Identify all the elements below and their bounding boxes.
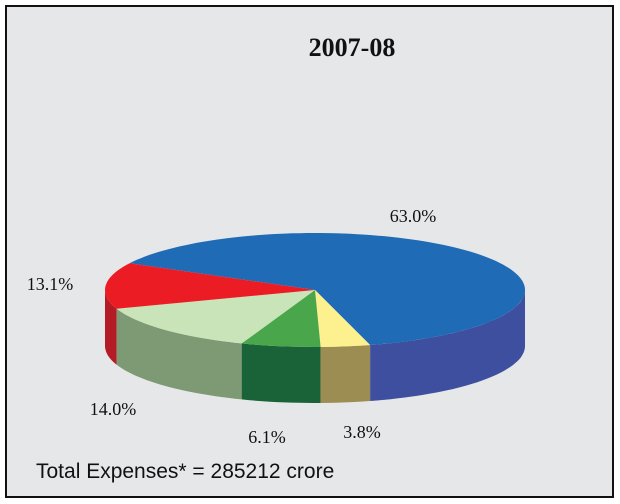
data-label: 6.1% — [248, 427, 286, 447]
slice-side — [241, 343, 321, 403]
slice-side — [320, 345, 371, 403]
data-label: 13.1% — [27, 274, 74, 294]
slice-side — [105, 290, 117, 365]
slice-side — [116, 308, 242, 400]
footnote: Total Expenses* = 285212 crore — [36, 460, 334, 483]
slice — [116, 290, 315, 344]
data-label: 63.0% — [390, 206, 437, 226]
slice-side — [370, 290, 525, 401]
data-label: 3.8% — [343, 422, 381, 442]
data-label: 14.0% — [90, 399, 137, 419]
slice — [105, 263, 315, 309]
slice — [315, 290, 371, 347]
slice — [129, 233, 525, 345]
slice — [241, 290, 321, 347]
pie — [105, 233, 525, 403]
chart-title: 2007-08 — [309, 33, 396, 62]
